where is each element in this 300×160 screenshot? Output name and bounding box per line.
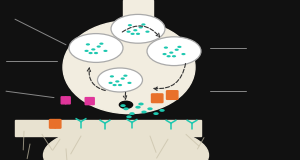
Circle shape (167, 55, 171, 57)
Circle shape (115, 80, 119, 83)
Circle shape (121, 77, 125, 80)
FancyArrowPatch shape (122, 26, 160, 37)
Circle shape (94, 52, 98, 54)
Circle shape (98, 68, 142, 92)
Circle shape (163, 53, 167, 55)
Circle shape (136, 33, 140, 35)
Circle shape (164, 47, 168, 49)
Circle shape (85, 50, 89, 52)
Circle shape (141, 23, 146, 26)
Circle shape (139, 26, 143, 28)
FancyBboxPatch shape (85, 98, 90, 105)
Circle shape (123, 75, 128, 77)
Circle shape (118, 84, 122, 86)
Ellipse shape (63, 21, 195, 114)
Circle shape (86, 43, 90, 45)
Circle shape (123, 107, 129, 110)
Circle shape (97, 45, 101, 48)
Circle shape (133, 29, 137, 31)
Circle shape (172, 55, 176, 57)
Circle shape (120, 104, 126, 107)
Circle shape (130, 33, 135, 35)
Circle shape (69, 34, 123, 62)
Circle shape (177, 46, 182, 48)
Circle shape (181, 53, 185, 55)
Circle shape (146, 31, 150, 33)
Circle shape (88, 52, 93, 54)
Circle shape (112, 84, 117, 86)
FancyBboxPatch shape (172, 91, 178, 99)
FancyBboxPatch shape (152, 94, 158, 103)
Circle shape (159, 109, 165, 112)
Circle shape (147, 107, 153, 110)
Circle shape (110, 75, 114, 78)
Circle shape (103, 50, 108, 52)
Circle shape (138, 103, 144, 105)
Circle shape (126, 115, 132, 118)
Circle shape (141, 111, 147, 113)
Circle shape (128, 82, 132, 84)
Ellipse shape (44, 125, 208, 160)
Circle shape (147, 37, 201, 66)
Circle shape (111, 14, 165, 43)
Circle shape (91, 48, 95, 51)
FancyBboxPatch shape (61, 97, 66, 104)
FancyArrowPatch shape (123, 92, 127, 99)
FancyBboxPatch shape (167, 91, 172, 99)
FancyBboxPatch shape (50, 120, 56, 128)
FancyArrowPatch shape (154, 64, 186, 90)
FancyBboxPatch shape (65, 97, 70, 104)
FancyArrowPatch shape (87, 68, 105, 91)
Circle shape (129, 112, 135, 115)
Circle shape (119, 101, 133, 108)
Circle shape (175, 49, 179, 51)
Circle shape (109, 82, 113, 84)
Circle shape (128, 24, 132, 26)
Circle shape (127, 31, 131, 33)
Circle shape (169, 52, 173, 54)
FancyBboxPatch shape (15, 120, 201, 136)
FancyBboxPatch shape (157, 94, 163, 103)
FancyBboxPatch shape (89, 98, 94, 105)
Circle shape (153, 112, 159, 115)
Circle shape (135, 106, 141, 109)
FancyBboxPatch shape (55, 120, 61, 128)
FancyBboxPatch shape (123, 0, 153, 29)
Circle shape (99, 43, 104, 45)
